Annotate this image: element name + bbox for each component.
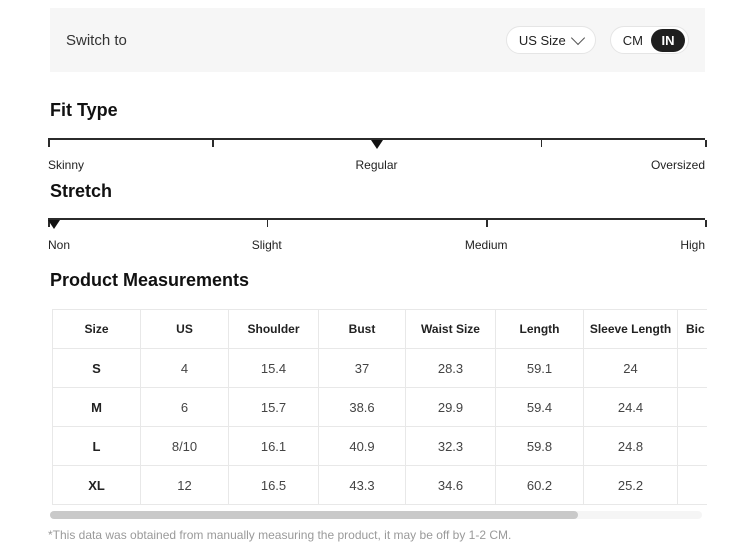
stretch-marker-icon (48, 220, 60, 229)
fit_type-tick (705, 140, 707, 147)
unit-toggle: CM IN (609, 26, 689, 54)
product-measurements-title: Product Measurements (50, 270, 250, 290)
stretch-title: Stretch (50, 181, 113, 201)
table-row: S 4 15.4 37 28.3 59.1 24 (52, 348, 707, 388)
table-row: M 6 15.7 38.6 29.9 59.4 24.4 (52, 387, 707, 427)
table-cell: 6 (140, 387, 229, 427)
unit-option-cm[interactable]: CM (622, 32, 643, 48)
stretch-slider: Non Slight Medium High (48, 218, 707, 260)
table-cell: 32.3 (405, 426, 496, 466)
table-cell: 59.8 (495, 426, 584, 466)
column-header: Bic (677, 309, 707, 349)
table-row: L 8/10 16.1 40.9 32.3 59.8 24.8 (52, 426, 707, 466)
table-cell: 60.2 (495, 465, 584, 505)
table-cell: 29.9 (405, 387, 496, 427)
table-cell: 34.6 (405, 465, 496, 505)
column-header: Shoulder (228, 309, 319, 349)
table-cell: 38.6 (318, 387, 406, 427)
table-cell: 37 (318, 348, 406, 388)
stretch-tick (486, 220, 488, 227)
column-header: Bust (318, 309, 406, 349)
table-header-row: Size US Shoulder Bust Waist Size Length Sleeve… (52, 309, 707, 349)
size-system-value: US Size (518, 32, 566, 48)
fit_type-label-oversized: Oversized (650, 158, 705, 172)
table-cell: 12 (140, 465, 229, 505)
table-cell (677, 426, 707, 466)
fit_type-label-skinny: Skinny (48, 158, 85, 172)
table-cell: 25.2 (583, 465, 678, 505)
table-cell: 59.1 (495, 348, 584, 388)
unit-switch-bar: Switch to US Size CM IN (50, 8, 705, 72)
fit_type-label-regular: Regular (355, 158, 398, 172)
stretch-label-non: Non (48, 238, 71, 252)
size-system-dropdown[interactable]: US Size (505, 26, 596, 54)
stretch-tick (266, 220, 269, 227)
chevron-down-icon (570, 30, 585, 46)
measurements-table: Size US Shoulder Bust Waist Size Length Sleeve… (52, 309, 707, 505)
table-cell: 15.7 (228, 387, 319, 427)
table-cell: 28.3 (405, 348, 496, 388)
fit-type-slider-track (48, 138, 707, 150)
measurements-table-viewport[interactable]: Size US Shoulder Bust Waist Size Length Sleeve… (52, 309, 707, 509)
fit-type-title: Fit Type (50, 100, 118, 120)
stretch-label-medium: Medium (464, 238, 508, 252)
table-cell: L (52, 426, 141, 466)
table-cell: 4 (140, 348, 229, 388)
fit_type-marker-icon (370, 140, 383, 149)
stretch-slider-track (48, 218, 707, 230)
table-cell: 24.4 (583, 387, 678, 427)
table-cell: S (52, 348, 141, 388)
stretch-tick (705, 220, 707, 227)
table-cell: 15.4 (228, 348, 319, 388)
table-cell: XL (52, 465, 141, 505)
stretch-label-slight: Slight (251, 238, 282, 252)
switch-to-label: Switch to (66, 31, 127, 49)
column-header: Waist Size (405, 309, 496, 349)
table-cell (677, 348, 707, 388)
fit-type-slider-labels: Skinny Regular Oversized (48, 158, 705, 174)
table-cell: 59.4 (495, 387, 584, 427)
measurement-disclaimer: *This data was obtained from manually me… (48, 528, 512, 542)
column-header: US (140, 309, 229, 349)
unit-option-in[interactable]: IN (651, 28, 685, 52)
stretch-slider-labels: Non Slight Medium High (48, 238, 705, 254)
table-cell: 16.5 (228, 465, 319, 505)
stretch-label-high: High (680, 238, 705, 252)
horizontal-scrollbar-track[interactable] (50, 511, 702, 519)
horizontal-scrollbar-thumb[interactable] (50, 511, 579, 519)
table-cell: 16.1 (228, 426, 319, 466)
table-cell: M (52, 387, 141, 427)
fit_type-tick (540, 140, 543, 147)
table-cell (677, 465, 707, 505)
table-cell: 43.3 (318, 465, 406, 505)
table-cell: 40.9 (318, 426, 406, 466)
fit_type-tick (212, 140, 214, 147)
table-cell (677, 387, 707, 427)
fit-type-slider: Skinny Regular Oversized (48, 138, 707, 180)
table-cell: 8/10 (140, 426, 229, 466)
table-cell: 24.8 (583, 426, 678, 466)
column-header: Size (52, 309, 141, 349)
column-header: Sleeve Length (583, 309, 678, 349)
table-row: XL 12 16.5 43.3 34.6 60.2 25.2 (52, 465, 707, 505)
column-header: Length (495, 309, 584, 349)
fit_type-tick (48, 140, 50, 147)
table-cell: 24 (583, 348, 678, 388)
